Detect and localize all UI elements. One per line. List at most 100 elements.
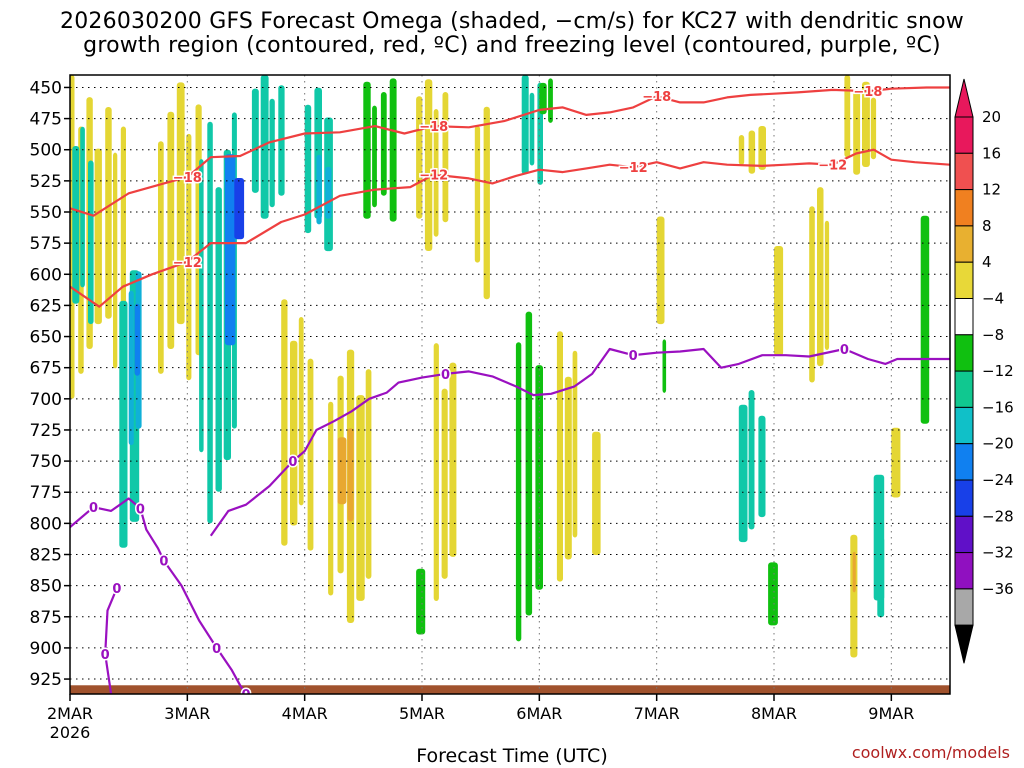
- ground-layer: [70, 685, 950, 694]
- omega-cell: [199, 159, 204, 453]
- colorbar-bin: [954, 443, 974, 481]
- y-tick-label: 925: [30, 670, 62, 690]
- colorbar-top-arrow: [954, 78, 974, 118]
- chart-title-line1: 2026030200 GFS Forecast Omega (shaded, −…: [60, 9, 964, 34]
- freezing-level-contour: [104, 587, 118, 694]
- x-tick-label: 7MAR: [634, 704, 680, 723]
- x-axis: 2MAR 3MAR 4MAR 5MAR 6MAR 7MAR 8MAR 9MAR 2026: [47, 694, 914, 742]
- contour-label: 0: [840, 343, 849, 358]
- omega-cell: [365, 369, 372, 579]
- omega-cell: [356, 395, 365, 601]
- omega-cell: [316, 154, 322, 225]
- omega-cell: [363, 81, 371, 219]
- omega-cell: [347, 428, 354, 522]
- omega-cell: [525, 311, 533, 616]
- omega-cell: [809, 206, 815, 383]
- dgz-contour: [70, 148, 950, 308]
- omega-cell: [521, 75, 529, 175]
- omega-cell: [548, 78, 553, 123]
- y-tick-label: 550: [30, 203, 62, 223]
- omega-cell: [539, 82, 547, 115]
- contour-label: −18: [173, 171, 202, 186]
- omega-cell: [564, 376, 572, 560]
- colorbar-bin: [954, 261, 974, 300]
- omega-cell: [449, 362, 457, 557]
- omega-cell: [120, 126, 126, 347]
- y-tick-label: 750: [30, 452, 62, 472]
- colorbar-bin: [954, 588, 974, 626]
- contour-label: 0: [629, 349, 638, 364]
- x-tick-label: 4MAR: [282, 704, 328, 723]
- x-tick-label: 2MAR: [47, 704, 93, 723]
- omega-cell: [529, 92, 535, 166]
- omega-cell: [215, 187, 222, 492]
- y-tick-label: 600: [30, 265, 62, 285]
- colorbar-tick-label: −28: [982, 507, 1014, 525]
- omega-cell: [891, 427, 901, 498]
- colorbar-bin: [954, 334, 974, 372]
- contour-label: 0: [441, 368, 450, 383]
- omega-cell: [158, 141, 164, 374]
- freezing-level-contour: [70, 497, 247, 694]
- contour-label: 0: [136, 502, 145, 517]
- ground-strip: [70, 685, 950, 694]
- y-tick-label: 700: [30, 390, 62, 410]
- omega-cell: [80, 126, 85, 288]
- y-tick-label: 500: [30, 141, 62, 161]
- colorbar-bottom-arrow: [954, 624, 974, 664]
- y-tick-label: 800: [30, 514, 62, 534]
- omega-cell: [862, 81, 870, 167]
- colorbar-bin: [954, 298, 974, 336]
- omega-cell: [424, 79, 433, 251]
- omega-cell: [234, 178, 245, 240]
- colorbar-tick-label: −16: [982, 398, 1014, 416]
- omega-cell: [748, 390, 755, 530]
- omega-cell: [870, 97, 877, 160]
- x-tick-label: 8MAR: [751, 704, 797, 723]
- y-tick-label: 775: [30, 483, 62, 503]
- omega-cell: [774, 246, 784, 356]
- contour-label: 0: [159, 555, 168, 570]
- colorbar-tick-label: 16: [982, 144, 1001, 162]
- omega-cell: [134, 303, 140, 376]
- x-axis-title: Forecast Time (UTC): [416, 745, 608, 767]
- colorbar-bin: [954, 370, 974, 408]
- omega-cell: [416, 96, 423, 219]
- omega-cell: [852, 551, 856, 593]
- colorbar-tick-label: 4: [982, 253, 992, 271]
- grid-lines: [70, 75, 950, 694]
- y-tick-label: 900: [30, 639, 62, 659]
- omega-cell: [592, 431, 601, 555]
- colorbar-bin: [954, 515, 974, 554]
- chart-title-line2: growth region (contoured, red, ºC) and f…: [83, 33, 941, 58]
- omega-cell: [251, 88, 259, 193]
- contour-label: −12: [419, 169, 448, 184]
- y-tick-label: 875: [30, 608, 62, 628]
- y-axis: 450 475 500 525 550 575 600 625 650 675 700 725 750 7…: [30, 79, 70, 690]
- contour-label: −12: [173, 256, 202, 271]
- omega-cell: [853, 90, 861, 175]
- colorbar-bin: [954, 152, 974, 191]
- credit-link[interactable]: coolwx.com/models: [851, 743, 1010, 762]
- omega-cell: [389, 78, 397, 222]
- omega-cell: [372, 105, 377, 208]
- omega-cell: [380, 92, 387, 196]
- omega-cell: [738, 135, 745, 165]
- y-tick-label: 625: [30, 296, 62, 316]
- omega-cell: [260, 75, 269, 219]
- contour-label: 0: [112, 582, 121, 597]
- omega-cell: [442, 92, 449, 223]
- omega-cell: [224, 154, 236, 346]
- contour-label: 0: [241, 688, 250, 703]
- omega-cell: [656, 216, 665, 325]
- colorbar-bin: [954, 406, 974, 445]
- omega-cell: [94, 148, 102, 325]
- omega-cell: [824, 220, 830, 350]
- colorbar-tick-label: 20: [982, 108, 1001, 126]
- contour-label: 0: [212, 642, 221, 657]
- y-tick-label: 450: [30, 79, 62, 99]
- omega-cell: [337, 437, 347, 505]
- omega-cell: [88, 160, 94, 325]
- colorbar-bin: [954, 225, 974, 263]
- colorbar-tick-label: −8: [982, 326, 1004, 344]
